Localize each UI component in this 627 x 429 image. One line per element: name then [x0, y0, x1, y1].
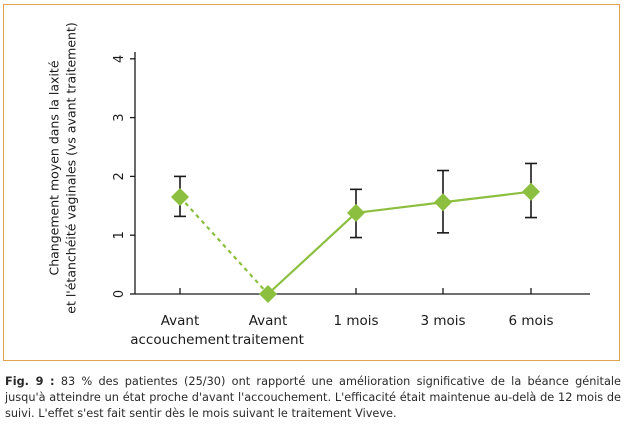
y-tick-label: 0: [112, 290, 127, 298]
caption-label: Fig. 9 :: [5, 375, 55, 388]
series-segment-dashed: [179, 196, 269, 295]
x-tick-label: Avant: [249, 313, 288, 329]
caption-text: 83 % des patientes (25/30) ont rapporté …: [5, 375, 621, 420]
error-bars: [174, 162, 537, 239]
chart: Changement moyen dans la laxité et l'étan…: [47, 22, 590, 348]
y-tick-label: 1: [112, 231, 127, 239]
series-segment: [267, 212, 357, 295]
x-tick-label: 3 mois: [420, 313, 465, 329]
x-tick-label: Avant: [161, 313, 200, 329]
y-tick-label: 4: [112, 55, 127, 63]
data-point-marker: [522, 182, 540, 201]
y-tick-label: 3: [112, 113, 127, 121]
series-lines: [179, 190, 532, 295]
x-ticks: Avant accouchement Avant traitement 1 mois 3 …: [130, 288, 554, 348]
y-axis-label-line: et l'étanchéité vaginales (vs avant trai…: [64, 22, 79, 313]
data-point-marker: [434, 193, 452, 212]
series-segment: [442, 190, 532, 204]
figure-caption: Fig. 9 : 83 % des patientes (25/30) ont …: [5, 374, 621, 422]
data-point-marker: [259, 285, 277, 303]
y-axis-label: Changement moyen dans la laxité et l'étan…: [47, 22, 79, 313]
data-markers: [171, 182, 540, 303]
series-segment: [355, 201, 444, 214]
x-tick-label: 1 mois: [333, 313, 378, 329]
x-tick-label: accouchement: [130, 332, 230, 348]
data-point-marker: [171, 187, 189, 206]
y-ticks: 0 1 2 3 4: [112, 55, 135, 298]
y-tick-label: 2: [112, 172, 127, 180]
data-point-marker: [347, 203, 365, 222]
x-tick-label: 6 mois: [508, 313, 553, 329]
chart-frame: [3, 4, 620, 361]
x-tick-label: traitement: [232, 332, 304, 348]
y-axis-label-line: Changement moyen dans la laxité: [47, 60, 62, 275]
